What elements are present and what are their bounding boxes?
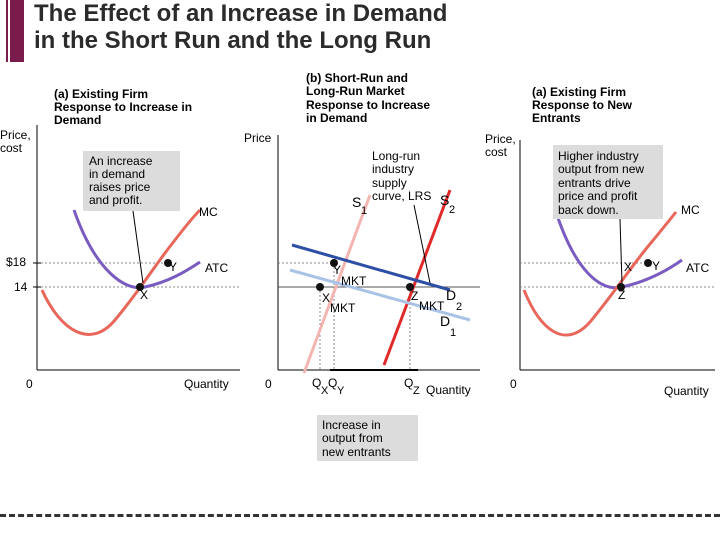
- left-atc-label: ATC: [205, 261, 228, 275]
- middle-point-y: [330, 259, 338, 267]
- left-ytick-label-18: $18: [6, 255, 26, 269]
- left-ytick-label-14: 14: [14, 280, 28, 294]
- middle-point-y-sub: MKT: [341, 274, 367, 288]
- s1-label: S: [352, 194, 361, 210]
- lrs-note-1: Long-run: [372, 149, 420, 163]
- middle-point-x-label: X: [322, 291, 330, 305]
- middle-callout-2: output from: [322, 431, 383, 445]
- right-heading-2: Response to New: [532, 98, 633, 112]
- left-origin: 0: [26, 377, 33, 391]
- qx-sub: X: [321, 385, 329, 397]
- middle-s2-curve: [382, 189, 452, 366]
- right-callout-5: back down.: [558, 203, 619, 217]
- right-xlabel: Quantity: [664, 384, 709, 398]
- right-point-z-label: Z: [618, 288, 625, 302]
- left-point-x-label: X: [140, 288, 148, 302]
- left-heading-1: (a) Existing Firm: [54, 87, 148, 101]
- qx-q: Q: [312, 376, 321, 390]
- left-ylabel-1: Price,: [0, 128, 31, 142]
- left-callout-pointer: [132, 210, 144, 284]
- middle-point-z-label: Z: [411, 289, 418, 303]
- left-point-y-label: Y: [169, 260, 177, 274]
- right-atc-label: ATC: [686, 261, 709, 275]
- lrs-pointer: [413, 204, 431, 284]
- left-atc-curve: [72, 209, 201, 290]
- left-point-x: [136, 283, 144, 291]
- s2-sub: 2: [449, 204, 455, 216]
- page-title: The Effect of an Increase in Demand in t…: [34, 0, 447, 54]
- right-callout-1: Higher industry: [558, 149, 639, 163]
- middle-point-x-sub: MKT: [330, 301, 356, 315]
- title-line-2: in the Short Run and the Long Run: [34, 27, 432, 54]
- middle-panel: (b) Short-Run and Long-Run Market Respon…: [244, 71, 480, 461]
- left-heading-3: Demand: [54, 113, 101, 127]
- middle-heading-1: (b) Short-Run and: [306, 71, 408, 85]
- right-heading-1: (a) Existing Firm: [532, 85, 626, 99]
- middle-xlabel: Quantity: [426, 383, 471, 397]
- title-accent-bar: [10, 0, 24, 62]
- middle-d1-curve: [289, 268, 471, 322]
- right-ylabel-2: cost: [485, 145, 508, 159]
- middle-point-z: [406, 283, 414, 291]
- d1-sub: 1: [450, 327, 456, 339]
- s1-sub: 1: [361, 205, 367, 217]
- right-callout-pointer: [619, 218, 623, 284]
- right-panel: (a) Existing Firm Response to New Entran…: [485, 85, 715, 398]
- d2-sub: 2: [456, 301, 462, 313]
- lrs-note-4: curve, LRS: [372, 189, 431, 203]
- right-atc-curve: [554, 211, 683, 290]
- qz-sub: Z: [413, 385, 420, 397]
- left-callout-box: [83, 151, 180, 211]
- left-heading-2: Response to Increase in: [54, 100, 192, 114]
- right-mc-curve: [522, 211, 678, 337]
- right-point-y-label: Y: [652, 259, 660, 273]
- right-callout-4: price and profit: [558, 189, 638, 203]
- right-callout-box: [553, 145, 663, 219]
- right-origin: 0: [510, 377, 517, 391]
- bottom-divider: [0, 514, 720, 517]
- qy-q: Q: [328, 376, 337, 390]
- title-accent-line: [6, 0, 8, 62]
- left-callout-4: and profit.: [89, 193, 142, 207]
- middle-point-z-sub: MKT: [419, 299, 445, 313]
- lrs-note-2: industry: [372, 162, 414, 176]
- left-mc-label: MC: [199, 205, 218, 219]
- qz-q: Q: [404, 376, 413, 390]
- left-point-y: [164, 259, 172, 267]
- middle-heading-4: in Demand: [306, 111, 367, 125]
- right-heading-3: Entrants: [532, 111, 581, 125]
- right-ylabel-1: Price,: [485, 132, 516, 146]
- middle-heading-3: Response to Increase: [306, 98, 430, 112]
- left-callout-3: raises price: [89, 180, 151, 194]
- qy-sub: Y: [337, 385, 345, 397]
- d2-label: D: [446, 287, 456, 303]
- title-line-1: The Effect of an Increase in Demand: [34, 0, 448, 27]
- left-panel: (a) Existing Firm Response to Increase i…: [0, 87, 240, 391]
- right-callout-2: output from new: [558, 162, 644, 176]
- middle-d2-curve: [291, 243, 451, 292]
- middle-callout-1: Increase in: [322, 418, 381, 432]
- right-mc-label: MC: [681, 203, 700, 217]
- right-callout-3: entrants drive: [558, 176, 631, 190]
- left-callout-2: in demand: [89, 167, 145, 181]
- middle-callout-box: [317, 415, 418, 461]
- lrs-note-3: supply: [372, 176, 407, 190]
- middle-heading-2: Long-Run Market: [306, 84, 405, 98]
- middle-origin: 0: [265, 377, 272, 391]
- middle-point-y-label: Y: [333, 263, 341, 277]
- right-point-z: [617, 283, 625, 291]
- right-point-x-label: X: [624, 260, 632, 274]
- d1-label: D: [440, 313, 450, 329]
- left-ylabel-2: cost: [0, 141, 23, 155]
- middle-callout-3: new entrants: [322, 445, 391, 459]
- right-point-y: [644, 259, 652, 267]
- middle-ylabel: Price: [244, 131, 272, 145]
- middle-point-x: [316, 283, 324, 291]
- left-xlabel: Quantity: [184, 377, 229, 391]
- s2-label: S: [440, 192, 449, 208]
- left-callout-1: An increase: [89, 154, 153, 168]
